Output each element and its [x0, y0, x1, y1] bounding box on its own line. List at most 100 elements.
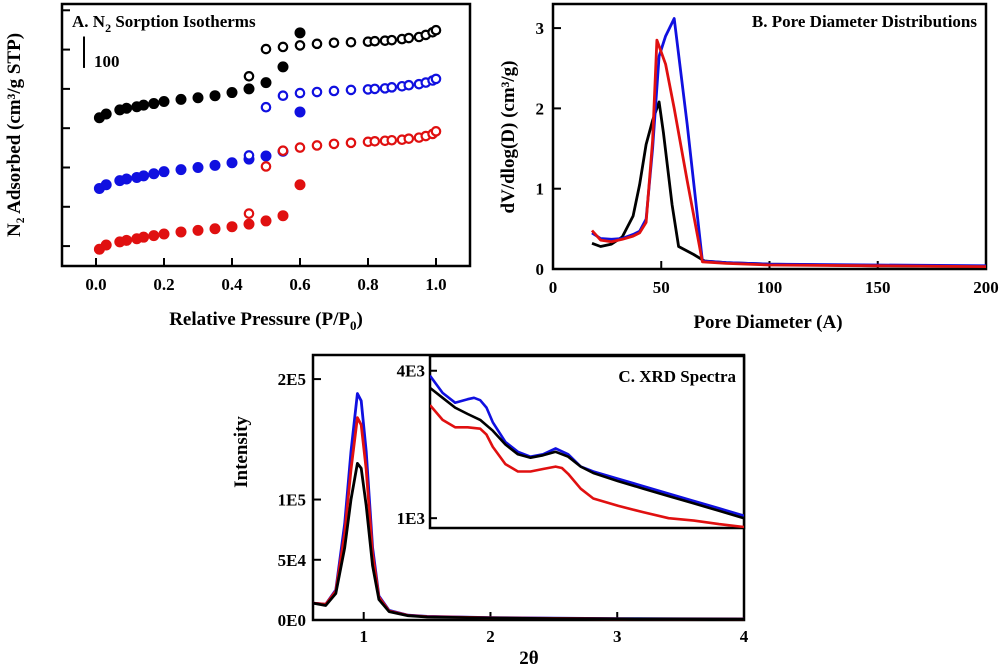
- isotherm-desorption-point-red: [430, 126, 442, 137]
- panel-b-lines: [590, 17, 987, 268]
- isotherm-desorption-point-blue: [243, 150, 255, 161]
- isotherm-desorption-point-black: [345, 36, 357, 48]
- isotherm-adsorption-point-black: [192, 92, 204, 104]
- isotherm-desorption-point-blue: [386, 82, 398, 93]
- panel-a-x-label: Relative Pressure (P/P0): [169, 309, 363, 333]
- isotherm-adsorption-point-black: [209, 90, 221, 102]
- isotherm-adsorption-point-blue: [260, 150, 272, 162]
- panel-a-x-tick-label: 1.0: [425, 275, 446, 294]
- panel-b-x-tick-label: 150: [865, 278, 891, 297]
- panel-c-y-tick-label: 2E5: [278, 370, 306, 389]
- panel-b-y-label: dV/dlog(D) (cm³/g): [498, 61, 519, 214]
- isotherm-adsorption-point-blue: [148, 168, 160, 180]
- panel-a-x-tick-label: 0.2: [153, 275, 174, 294]
- isotherm-desorption-point-red: [260, 161, 272, 172]
- isotherm-adsorption-point-blue: [138, 170, 150, 182]
- isotherm-desorption-point-red: [386, 134, 398, 146]
- panel-a-markers: [93, 24, 442, 255]
- xrd-inset-line-red: [430, 404, 744, 528]
- isotherm-adsorption-point-red: [226, 221, 238, 233]
- isotherm-desorption-point-red: [311, 140, 323, 151]
- panel-c-inset-lines: [430, 374, 744, 528]
- panel-c-inset: 1E3 4E3 C. XRD Spectra: [397, 354, 746, 530]
- panel-b-frame: [551, 2, 988, 271]
- isotherm-desorption-point-black: [243, 71, 255, 82]
- panel-a-frame: [60, 2, 472, 268]
- isotherm-desorption-point-black: [311, 38, 323, 50]
- isotherm-desorption-point-red: [277, 145, 289, 157]
- isotherm-desorption-point-blue: [430, 73, 442, 85]
- panel-b-ticks: 0 50 100 150 200 0 1 2 3: [536, 19, 999, 297]
- panel-c-xrd: 1 2 3 4 0E0 5E4 1E5 2E5 2θ Intensity 1E3 4E3 C. …: [231, 353, 749, 666]
- panel-a-x-tick-label: 0.8: [357, 275, 378, 294]
- panel-a-x-tick-label: 0.0: [85, 275, 106, 294]
- panel-c-x-label: 2θ: [519, 648, 539, 666]
- isotherm-desorption-point-blue: [328, 85, 340, 97]
- isotherm-desorption-point-red: [294, 142, 306, 153]
- isotherm-desorption-point-red: [369, 135, 381, 147]
- isotherm-desorption-point-black: [430, 24, 442, 36]
- isotherm-adsorption-point-red: [175, 226, 187, 238]
- isotherm-adsorption-point-red: [138, 231, 150, 243]
- isotherm-desorption-point-black: [403, 32, 415, 44]
- panel-c-x-tick-label: 3: [613, 627, 622, 646]
- panel-b-y-tick-label: 0: [536, 260, 545, 279]
- isotherm-adsorption-point-blue: [226, 157, 238, 169]
- isotherm-desorption-point-blue: [294, 87, 306, 99]
- panel-b-title: B. Pore Diameter Distributions: [752, 12, 977, 31]
- isotherm-adsorption-point-blue: [158, 166, 170, 178]
- isotherm-adsorption-point-blue: [175, 164, 187, 176]
- panel-b-x-label: Pore Diameter (A): [693, 312, 842, 333]
- isotherm-adsorption-point-black: [148, 98, 160, 110]
- panel-c-lines: [312, 392, 745, 621]
- isotherm-adsorption-point-red: [294, 179, 306, 191]
- isotherm-adsorption-point-black: [158, 95, 170, 107]
- panel-c-y-tick-label: 0E0: [278, 611, 306, 630]
- isotherm-desorption-point-blue: [369, 83, 381, 95]
- xrd-line-black: [312, 462, 745, 621]
- isotherm-desorption-point-black: [369, 35, 381, 47]
- isotherm-adsorption-point-red: [243, 218, 255, 230]
- isotherm-adsorption-point-black: [277, 61, 289, 73]
- isotherm-adsorption-point-black: [138, 99, 150, 111]
- isotherm-desorption-point-blue: [277, 90, 289, 101]
- isotherm-desorption-point-black: [294, 40, 306, 51]
- panel-c-ticks: 1 2 3 4 0E0 5E4 1E5 2E5: [278, 370, 749, 646]
- panel-c-y-tick-label: 1E5: [278, 491, 306, 510]
- isotherm-adsorption-point-red: [192, 224, 204, 236]
- panel-c-inset-ticks: 1E3 4E3: [397, 362, 437, 528]
- isotherm-desorption-point-black: [260, 43, 272, 55]
- panel-c-x-tick-label: 1: [359, 627, 368, 646]
- isotherm-adsorption-point-black: [100, 108, 112, 120]
- isotherm-adsorption-point-black: [175, 93, 187, 105]
- isotherm-adsorption-point-blue: [209, 159, 221, 171]
- pore-distribution-line-red: [590, 38, 987, 268]
- isotherm-desorption-point-black: [277, 41, 289, 53]
- xrd-inset-line-black: [430, 386, 744, 520]
- pore-distribution-line-black: [591, 100, 987, 268]
- panel-a-x-tick-label: 0.4: [221, 275, 243, 294]
- isotherm-adsorption-point-blue: [121, 173, 133, 185]
- panel-b-pore-distribution: 0 50 100 150 200 0 1 2 3 B. Pore Diameter Distri…: [498, 2, 999, 333]
- isotherm-desorption-point-blue: [311, 86, 323, 98]
- isotherm-adsorption-point-red: [148, 230, 160, 242]
- isotherm-adsorption-point-red: [158, 228, 170, 240]
- panel-c-y-tick-label: 5E4: [278, 551, 307, 570]
- panel-a-y-label: N₂ Adsorbed (cm³/g STP): [4, 33, 25, 237]
- isotherm-desorption-point-red: [345, 137, 357, 149]
- panel-a-x-tick-label: 0.6: [289, 275, 310, 294]
- panel-c-y-label: Intensity: [231, 416, 252, 488]
- isotherm-adsorption-point-black: [226, 87, 238, 99]
- panel-b-x-tick-label: 0: [549, 278, 558, 297]
- isotherm-adsorption-point-red: [100, 239, 112, 251]
- panel-b-y-tick-label: 1: [536, 180, 545, 199]
- panel-b-x-tick-label: 50: [653, 278, 670, 297]
- panel-c-title: C. XRD Spectra: [618, 367, 736, 386]
- isotherm-adsorption-point-red: [277, 210, 289, 222]
- isotherm-desorption-point-black: [386, 34, 398, 46]
- isotherm-desorption-point-red: [403, 133, 415, 144]
- isotherm-desorption-point-black: [328, 37, 340, 49]
- panel-a-title: A. N2 Sorption Isotherms: [72, 12, 256, 35]
- isotherm-desorption-point-blue: [403, 79, 415, 91]
- panel-c-x-tick-label: 2: [486, 627, 495, 646]
